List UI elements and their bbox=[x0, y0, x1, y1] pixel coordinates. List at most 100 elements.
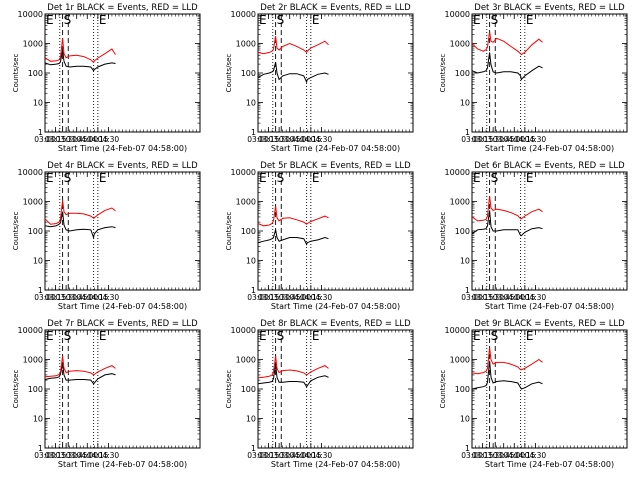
y-tick-label: 100 bbox=[241, 385, 256, 394]
y-tick-label: 100 bbox=[28, 385, 43, 394]
y-tick-label: 10000 bbox=[445, 10, 470, 19]
y-tick-label: 1 bbox=[251, 286, 256, 295]
lld-series-line bbox=[44, 200, 116, 225]
x-tick-label: 03:30 bbox=[268, 135, 290, 144]
y-tick-label: 10 bbox=[33, 257, 43, 266]
x-tick-label: 04:30 bbox=[311, 451, 333, 460]
marker-label: E bbox=[312, 171, 320, 185]
y-axis-label: Counts/sec bbox=[225, 54, 233, 93]
panel-title: Det 1r BLACK = Events, RED = LLD bbox=[47, 3, 198, 13]
x-tick-label: 04:30 bbox=[311, 135, 333, 144]
marker-label: E bbox=[99, 329, 107, 343]
x-tick-label: 03:00 bbox=[461, 451, 483, 460]
x-tick-label: 04:15 bbox=[300, 451, 322, 460]
x-tick-label: 03:15 bbox=[45, 135, 67, 144]
panel-title: Det 5r BLACK = Events, RED = LLD bbox=[260, 161, 411, 171]
x-tick-label: 04:30 bbox=[525, 293, 547, 302]
x-tick-label: 03:00 bbox=[34, 451, 56, 460]
x-tick-label: 03:00 bbox=[461, 293, 483, 302]
events-series-line bbox=[471, 360, 543, 390]
marker-label: E bbox=[526, 13, 534, 27]
x-tick-label: 03:30 bbox=[55, 451, 77, 460]
x-tick-label: 04:30 bbox=[525, 451, 547, 460]
x-tick-label: 03:30 bbox=[482, 293, 504, 302]
y-tick-label: 100 bbox=[455, 69, 470, 78]
events-series-line bbox=[44, 211, 116, 240]
lld-series-line bbox=[257, 206, 329, 227]
x-axis-label: Start Time (24-Feb-07 04:58:00) bbox=[485, 460, 614, 469]
x-tick-label: 04:15 bbox=[514, 451, 536, 460]
x-tick-label: 04:00 bbox=[289, 293, 311, 302]
marker-label: E bbox=[46, 329, 54, 343]
y-tick-label: 1000 bbox=[236, 40, 256, 49]
marker-label: E bbox=[473, 171, 481, 185]
detector-panel-5: Det 5r BLACK = Events, RED = LLD 1 10 100 10… bbox=[225, 161, 414, 311]
y-axis-label: Counts/sec bbox=[439, 212, 447, 251]
x-tick-label: 04:00 bbox=[503, 293, 525, 302]
x-tick-label: 04:15 bbox=[300, 135, 322, 144]
x-tick-label: 03:15 bbox=[45, 451, 67, 460]
x-tick-label: 03:45 bbox=[493, 293, 515, 302]
y-tick-label: 1000 bbox=[23, 198, 43, 207]
x-tick-label: 03:15 bbox=[472, 451, 494, 460]
y-tick-label: 10 bbox=[246, 257, 256, 266]
x-tick-label: 03:45 bbox=[279, 451, 301, 460]
x-tick-label: 04:15 bbox=[87, 135, 109, 144]
y-tick-label: 1000 bbox=[450, 198, 470, 207]
x-axis-label: Start Time (24-Feb-07 04:58:00) bbox=[58, 144, 187, 153]
y-tick-label: 100 bbox=[241, 227, 256, 236]
x-tick-label: 03:15 bbox=[258, 293, 280, 302]
detector-panel-1: Det 1r BLACK = Events, RED = LLD 1 10 100 10… bbox=[12, 3, 201, 153]
y-tick-label: 10000 bbox=[18, 168, 43, 177]
detector-panel-2: Det 2r BLACK = Events, RED = LLD 1 10 100 10… bbox=[225, 3, 414, 153]
y-tick-label: 1000 bbox=[450, 356, 470, 365]
y-tick-label: 1000 bbox=[236, 356, 256, 365]
y-tick-label: 1 bbox=[465, 444, 470, 453]
y-tick-label: 10 bbox=[460, 415, 470, 424]
x-axis-label: Start Time (24-Feb-07 04:58:00) bbox=[58, 302, 187, 311]
x-tick-label: 04:15 bbox=[87, 293, 109, 302]
y-tick-label: 10000 bbox=[18, 326, 43, 335]
x-tick-label: 04:15 bbox=[514, 135, 536, 144]
y-tick-label: 10 bbox=[246, 415, 256, 424]
detector-panel-6: Det 6r BLACK = Events, RED = LLD 1 10 100 10… bbox=[439, 161, 628, 311]
detector-panel-4: Det 4r BLACK = Events, RED = LLD 1 10 100 10… bbox=[12, 161, 201, 311]
y-tick-label: 100 bbox=[28, 69, 43, 78]
y-tick-label: 10000 bbox=[445, 326, 470, 335]
lld-series-line bbox=[471, 31, 543, 56]
x-tick-label: 03:45 bbox=[66, 293, 88, 302]
events-series-line bbox=[44, 363, 116, 385]
x-tick-label: 03:45 bbox=[66, 135, 88, 144]
y-tick-label: 1000 bbox=[450, 40, 470, 49]
x-tick-label: 03:30 bbox=[55, 135, 77, 144]
y-tick-label: 100 bbox=[28, 227, 43, 236]
marker-label: S bbox=[64, 13, 72, 27]
y-tick-label: 1000 bbox=[23, 40, 43, 49]
y-tick-label: 10000 bbox=[231, 168, 256, 177]
y-tick-label: 10 bbox=[33, 415, 43, 424]
x-tick-label: 04:30 bbox=[98, 293, 120, 302]
y-tick-label: 1000 bbox=[23, 356, 43, 365]
lld-series-line bbox=[257, 35, 329, 55]
x-tick-label: 03:00 bbox=[34, 135, 56, 144]
x-tick-label: 04:15 bbox=[300, 293, 322, 302]
panel-title: Det 8r BLACK = Events, RED = LLD bbox=[260, 319, 411, 329]
marker-label: S bbox=[64, 171, 72, 185]
x-tick-label: 03:15 bbox=[45, 293, 67, 302]
marker-label: E bbox=[99, 171, 107, 185]
panel-title: Det 3r BLACK = Events, RED = LLD bbox=[474, 3, 625, 13]
y-tick-label: 100 bbox=[455, 227, 470, 236]
x-tick-label: 04:30 bbox=[98, 451, 120, 460]
y-tick-label: 10 bbox=[460, 99, 470, 108]
marker-label: E bbox=[46, 171, 54, 185]
x-tick-label: 04:00 bbox=[76, 135, 98, 144]
detector-panel-7: Det 7r BLACK = Events, RED = LLD 1 10 100 10… bbox=[12, 319, 201, 469]
detector-panel-8: Det 8r BLACK = Events, RED = LLD 1 10 100 10… bbox=[225, 319, 414, 469]
x-axis-label: Start Time (24-Feb-07 04:58:00) bbox=[485, 302, 614, 311]
x-tick-label: 04:00 bbox=[503, 135, 525, 144]
y-axis-label: Counts/sec bbox=[12, 212, 20, 251]
y-tick-label: 100 bbox=[241, 69, 256, 78]
y-axis-label: Counts/sec bbox=[225, 370, 233, 409]
events-series-line bbox=[471, 210, 543, 237]
marker-label: E bbox=[526, 171, 534, 185]
